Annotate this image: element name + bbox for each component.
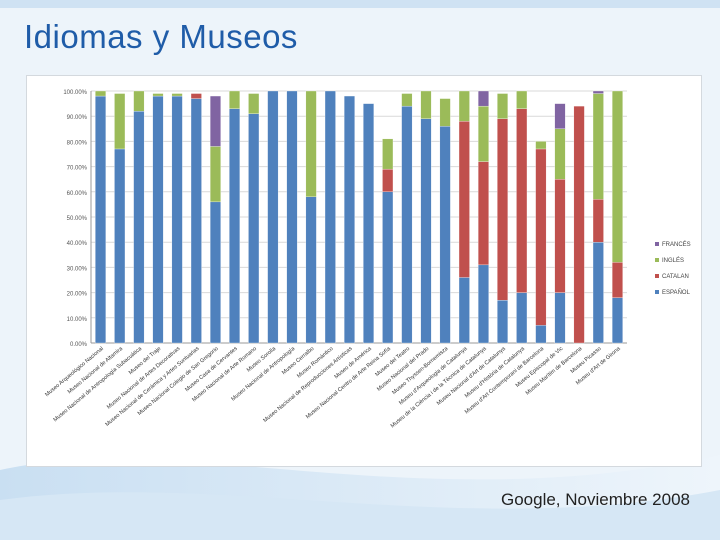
bar-segment-español — [152, 95, 164, 344]
bar-segment-catalan — [592, 199, 604, 243]
bar-segment-español — [267, 90, 279, 344]
bar-segment-inglés — [210, 146, 221, 203]
bar-segment-catalan — [554, 179, 566, 293]
bar-segment-inglés — [592, 93, 604, 200]
slide-title: Idiomas y Museos — [24, 18, 298, 55]
stacked-bar-chart: 0.00% 10.00% 20.00% 30.00% 40.00% 50.00% 60.00… — [44, 90, 691, 429]
bar-segment-francés — [554, 103, 566, 129]
bar-segment-español — [401, 105, 413, 344]
bar-segment-inglés — [478, 105, 489, 162]
bar-segment-inglés — [439, 98, 451, 127]
x-tick-label: Museo Nacional de Antropología Subacuáti… — [53, 345, 144, 423]
bar-segment-inglés — [305, 90, 317, 197]
bar-segment-español — [305, 196, 317, 344]
bar-segment-catalan — [573, 105, 585, 344]
bar-segment-español — [458, 277, 470, 344]
bar-segment-inglés — [420, 90, 432, 119]
legend-swatch-catalan — [655, 274, 659, 278]
bar-segment-inglés — [229, 90, 240, 109]
y-tick-label: 80.00% — [67, 140, 88, 146]
bar-segment-inglés — [171, 93, 183, 97]
bar-segment-español — [420, 118, 432, 344]
bar-segment-inglés — [133, 90, 145, 112]
bar-segment-inglés — [95, 90, 106, 97]
bar-segment-español — [382, 191, 394, 344]
bar-segment-catalan — [382, 168, 394, 192]
y-tick-label: 90.00% — [67, 115, 88, 121]
bar-segment-catalan — [516, 108, 528, 293]
bar-segment-español — [190, 98, 202, 344]
y-tick-label: 100.00% — [63, 90, 87, 96]
y-tick-label: 10.00% — [67, 317, 88, 323]
bar-segment-español — [229, 108, 240, 344]
bar-segment-francés — [592, 90, 604, 94]
bar-segment-español — [516, 292, 528, 344]
chart-panel: 0.00% 10.00% 20.00% 30.00% 40.00% 50.00% 60.00… — [26, 75, 702, 467]
bar-segment-español — [363, 103, 374, 344]
bar-segment-inglés — [152, 93, 164, 97]
bar-segment-español — [95, 95, 106, 344]
legend-swatch-español — [655, 290, 659, 294]
bar-segment-inglés — [535, 141, 547, 150]
bar-segment-español — [535, 325, 547, 344]
bar-segment-catalan — [497, 118, 508, 301]
bar-segment-español — [286, 90, 298, 344]
bar-segment-español — [478, 264, 489, 344]
bar-segment-inglés — [401, 93, 413, 107]
y-tick-label: 0.00% — [70, 342, 88, 348]
bar-segment-inglés — [516, 90, 528, 109]
bar-segment-inglés — [497, 93, 508, 119]
legend-label: FRANCÉS — [662, 241, 691, 248]
bar-segment-español — [114, 148, 126, 344]
y-tick-label: 30.00% — [67, 266, 88, 272]
bar-segment-español — [497, 300, 508, 344]
bar-segment-catalan — [478, 161, 489, 266]
bar-segment-catalan — [535, 148, 547, 326]
bar-segment-inglés — [114, 93, 126, 150]
y-tick-label: 40.00% — [67, 241, 88, 247]
bar-segment-español — [592, 242, 604, 344]
bar-segment-inglés — [382, 138, 394, 170]
bar-segment-español — [554, 292, 566, 344]
bar-segment-catalan — [458, 121, 470, 278]
bar-segment-español — [171, 95, 183, 344]
bar-segment-español — [439, 126, 451, 344]
legend-swatch-inglés — [655, 258, 659, 262]
bar-segment-inglés — [554, 128, 566, 180]
bar-segment-español — [324, 90, 336, 344]
bar-segment-inglés — [248, 93, 260, 114]
bar-segment-español — [210, 201, 221, 344]
bar-segment-francés — [210, 95, 221, 147]
bar-segment-catalan — [612, 262, 623, 298]
bar-segment-español — [133, 111, 145, 344]
legend-label: ESPAÑOL — [662, 289, 691, 296]
legend-swatch-francés — [655, 242, 659, 246]
bar-segment-inglés — [612, 90, 623, 263]
legend-label: INGLÉS — [662, 257, 684, 264]
y-tick-label: 70.00% — [67, 166, 88, 172]
bar-segment-catalan — [190, 93, 202, 99]
y-tick-label: 50.00% — [67, 216, 88, 222]
bar-segment-español — [248, 113, 260, 344]
footer-source: Google, Noviembre 2008 — [500, 490, 690, 509]
y-tick-label: 20.00% — [67, 292, 88, 298]
y-tick-label: 60.00% — [67, 191, 88, 197]
bar-segment-español — [612, 297, 623, 344]
bar-segment-francés — [478, 90, 489, 107]
bar-segment-español — [344, 95, 355, 344]
legend-label: CATALAN — [662, 274, 689, 280]
bar-segment-inglés — [458, 90, 470, 122]
